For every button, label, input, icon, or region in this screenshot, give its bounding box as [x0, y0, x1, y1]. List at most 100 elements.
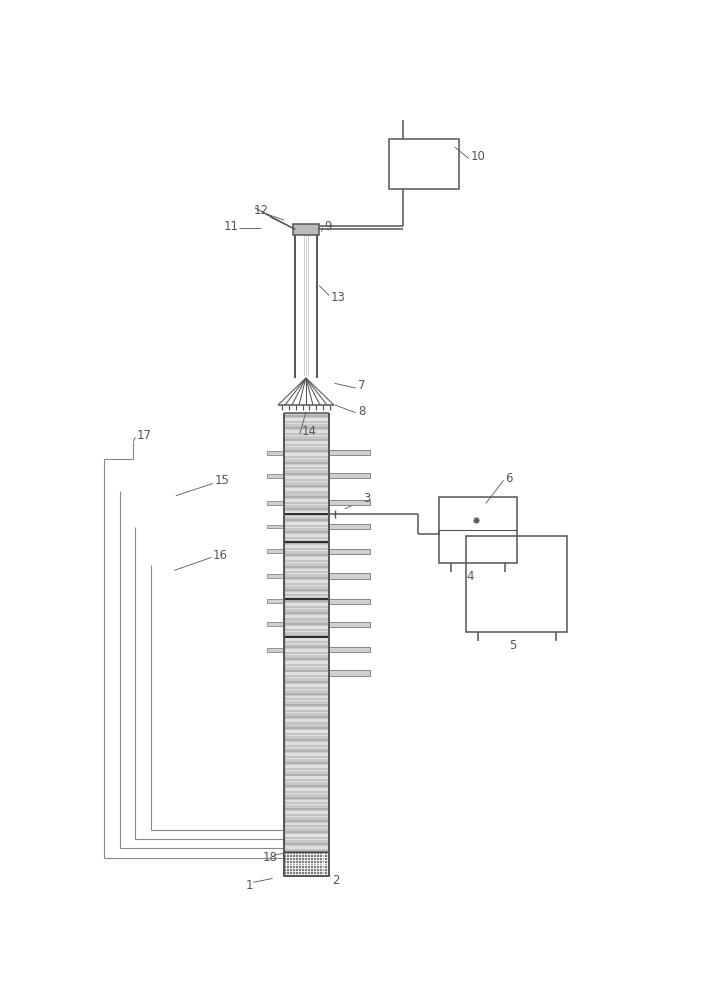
Bar: [285, 696, 329, 701]
Bar: [285, 470, 329, 476]
Bar: [329, 670, 369, 676]
Bar: [329, 524, 369, 529]
Bar: [285, 592, 329, 597]
Bar: [389, 139, 458, 189]
Bar: [285, 644, 329, 649]
Bar: [292, 224, 319, 235]
Bar: [285, 672, 329, 678]
Bar: [285, 563, 329, 569]
Bar: [285, 782, 329, 788]
Text: 18: 18: [263, 851, 277, 864]
Bar: [285, 580, 329, 586]
Bar: [285, 551, 329, 557]
Bar: [285, 436, 329, 441]
Bar: [285, 736, 329, 742]
Text: 5: 5: [509, 639, 516, 652]
Bar: [285, 800, 329, 805]
Text: 2: 2: [332, 874, 340, 887]
Bar: [285, 823, 329, 828]
Bar: [285, 771, 329, 776]
Bar: [285, 424, 329, 430]
Bar: [285, 615, 329, 620]
Bar: [329, 500, 369, 505]
Bar: [285, 765, 329, 771]
Bar: [285, 465, 329, 470]
Bar: [285, 459, 329, 465]
Bar: [285, 511, 329, 517]
Bar: [285, 840, 329, 846]
Bar: [285, 534, 329, 540]
Bar: [285, 528, 329, 534]
Bar: [267, 599, 285, 603]
Bar: [267, 501, 285, 505]
Bar: [285, 609, 329, 615]
Bar: [285, 649, 329, 655]
Bar: [285, 667, 329, 672]
Bar: [466, 536, 567, 632]
Bar: [285, 852, 329, 876]
Bar: [285, 517, 329, 522]
Bar: [285, 441, 329, 447]
Bar: [285, 522, 329, 528]
Bar: [267, 525, 285, 528]
Text: 9: 9: [324, 220, 332, 233]
Bar: [285, 557, 329, 563]
Bar: [285, 690, 329, 696]
Bar: [285, 742, 329, 748]
Bar: [267, 474, 285, 478]
Bar: [285, 505, 329, 511]
Text: 14: 14: [301, 425, 316, 438]
Bar: [285, 684, 329, 690]
Bar: [285, 418, 329, 424]
Bar: [329, 573, 369, 579]
Bar: [285, 748, 329, 753]
Bar: [329, 647, 369, 652]
Bar: [285, 776, 329, 782]
Bar: [285, 545, 329, 551]
Bar: [267, 648, 285, 652]
Bar: [285, 632, 329, 638]
Bar: [285, 794, 329, 800]
Bar: [285, 453, 329, 459]
Bar: [285, 753, 329, 759]
Bar: [285, 817, 329, 823]
Text: 8: 8: [358, 405, 365, 418]
Bar: [285, 499, 329, 505]
Bar: [285, 730, 329, 736]
Text: 3: 3: [363, 492, 371, 505]
Text: 4: 4: [466, 570, 474, 583]
Text: 11: 11: [224, 220, 239, 233]
Bar: [329, 549, 369, 554]
Bar: [285, 828, 329, 834]
Text: 15: 15: [214, 474, 230, 487]
Bar: [285, 638, 329, 644]
Bar: [285, 488, 329, 493]
Bar: [285, 788, 329, 794]
Bar: [329, 473, 369, 478]
Bar: [267, 451, 285, 455]
Bar: [285, 701, 329, 707]
Text: 7: 7: [358, 379, 366, 392]
Bar: [285, 603, 329, 609]
Bar: [285, 678, 329, 684]
Text: 1: 1: [245, 879, 253, 892]
Bar: [285, 805, 329, 811]
Bar: [329, 622, 369, 627]
Bar: [285, 834, 329, 840]
Text: 10: 10: [471, 150, 485, 163]
Bar: [285, 724, 329, 730]
Bar: [285, 482, 329, 488]
Text: 17: 17: [137, 429, 152, 442]
Text: 13: 13: [331, 291, 345, 304]
Bar: [285, 846, 329, 852]
Text: 12: 12: [253, 204, 269, 217]
Bar: [285, 620, 329, 626]
Bar: [285, 811, 329, 817]
Bar: [285, 759, 329, 765]
Bar: [285, 719, 329, 724]
Bar: [267, 549, 285, 553]
Bar: [285, 540, 329, 545]
Bar: [285, 661, 329, 667]
Bar: [267, 622, 285, 626]
Text: 6: 6: [505, 472, 513, 485]
